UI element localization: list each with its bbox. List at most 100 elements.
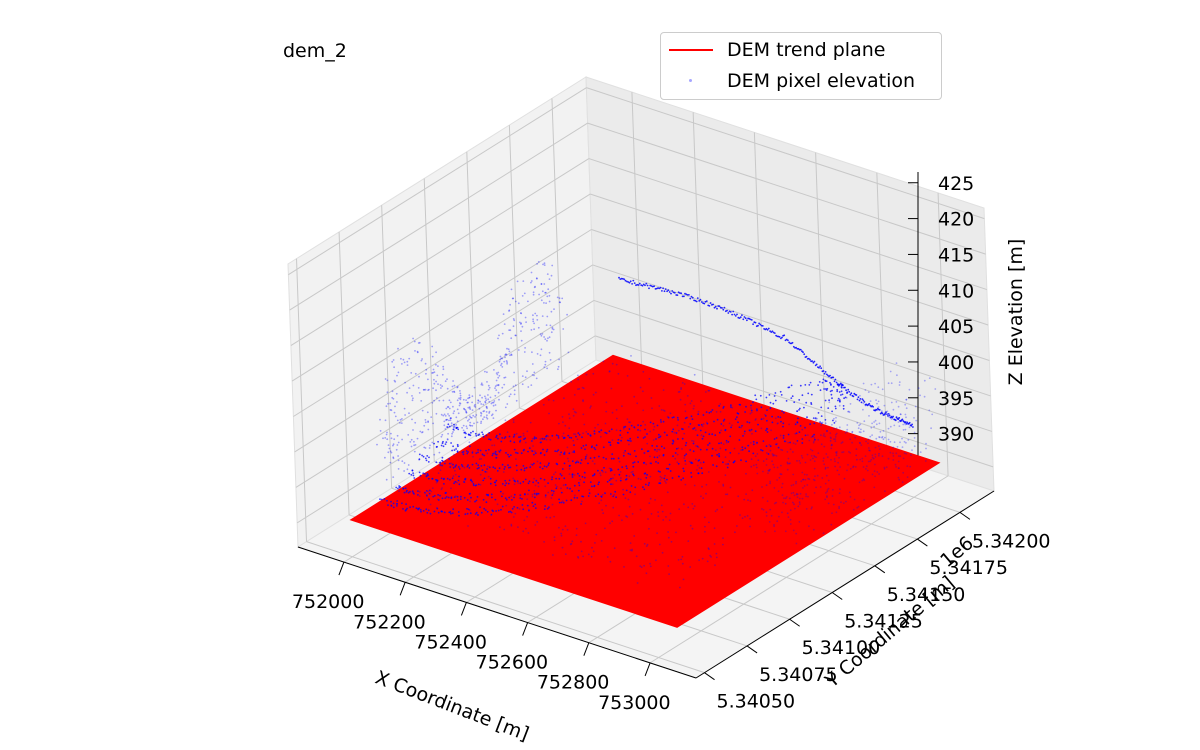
dem-ridge-point <box>580 447 583 449</box>
dem-wall-point <box>463 407 465 410</box>
dem-right-point <box>822 434 825 437</box>
dem-interior-point <box>604 422 607 425</box>
dem-ridge-point <box>508 496 511 499</box>
dem-ridge-point <box>769 401 772 404</box>
dem-rim-point <box>698 300 701 302</box>
dem-ridge-point <box>779 390 782 393</box>
dem-interior-point <box>762 417 765 420</box>
dem-ridge-point <box>500 508 502 511</box>
dem-ridge-point <box>756 409 758 412</box>
dem-wall-point <box>512 297 515 300</box>
dem-interior-point <box>618 460 621 463</box>
dem-interior-point <box>678 508 681 511</box>
dem-interior-point <box>599 435 602 438</box>
dem-ridge-point <box>513 496 515 499</box>
dem-interior-point <box>611 483 614 486</box>
dem-interior-point <box>707 547 710 550</box>
dem-ridge-point <box>475 484 478 486</box>
dem-interior-point <box>513 483 516 486</box>
dem-ridge-point <box>783 411 785 414</box>
dem-interior-point <box>662 519 665 521</box>
dem-right-point <box>806 474 808 476</box>
dem-wall-point <box>389 402 391 405</box>
grid-y-wall <box>508 125 520 409</box>
dem-ridge-point <box>655 461 657 463</box>
dem-right-point <box>776 479 778 481</box>
dem-wall-point <box>549 324 552 327</box>
dem-interior-point <box>536 521 539 523</box>
dem-right-point <box>876 471 879 473</box>
legend-label-pixel-elevation: DEM pixel elevation <box>727 70 916 92</box>
dem-wall-point <box>399 422 401 424</box>
dem-wall-point <box>485 416 488 419</box>
dem-interior-point <box>691 503 694 505</box>
dem-interior-point <box>664 474 666 477</box>
dem-right-point <box>810 507 813 510</box>
dem-interior-point <box>643 564 645 567</box>
dem-interior-point <box>700 400 702 403</box>
dem-wall-point <box>513 389 516 392</box>
dem-wall-point <box>445 418 448 421</box>
dem-interior-point <box>477 514 479 517</box>
dem-ridge-point <box>663 431 666 434</box>
dem-wall-point <box>456 386 459 388</box>
dem-rim-point <box>709 302 712 304</box>
dem-right-point <box>848 411 851 414</box>
dem-rim-point <box>681 295 684 298</box>
dem-ridge-point <box>501 463 504 466</box>
dem-right-point <box>821 477 824 479</box>
dem-right-point <box>789 462 791 465</box>
dem-ridge-point <box>559 473 562 475</box>
dem-wall-point <box>558 297 561 300</box>
dem-wall-point <box>453 410 456 413</box>
dem-ridge-point <box>467 464 469 466</box>
dem-ridge-point <box>466 452 469 455</box>
dem-interior-point <box>667 536 670 539</box>
dem-right-point <box>875 437 878 440</box>
dem-ridge-point <box>752 401 754 403</box>
dem-interior-point <box>621 405 623 408</box>
dem-rim-point <box>839 382 842 385</box>
dem-right-point <box>883 404 886 407</box>
dem-interior-point <box>691 439 693 442</box>
dem-right-point <box>917 387 920 389</box>
dem-interior-point <box>493 444 496 447</box>
dem-ridge-point <box>663 477 666 480</box>
dem-interior-point <box>427 490 430 493</box>
dem-wall-point <box>480 382 483 385</box>
dem-wall-point <box>480 420 483 423</box>
dem-wall-point <box>536 277 538 280</box>
dem-wall-point <box>387 402 389 405</box>
dem-rim-point <box>676 294 679 296</box>
dem-ridge-point <box>486 510 489 513</box>
dem-interior-point <box>431 487 434 489</box>
dem-ridge-point <box>797 417 799 420</box>
dem-ridge-point <box>436 445 438 448</box>
dem-rim-point <box>686 294 689 296</box>
dem-interior-point <box>705 492 707 495</box>
dem-rim-point <box>623 278 626 281</box>
dem-ridge-point <box>550 489 553 492</box>
dem-right-point <box>842 451 845 453</box>
dem-right-point <box>824 422 827 425</box>
dem-interior-point <box>766 428 769 430</box>
dem-ridge-point <box>452 428 455 431</box>
dem-wall-point <box>470 416 473 419</box>
dem-ridge-point <box>766 431 769 433</box>
dem-wall-point <box>546 273 549 275</box>
dem-ridge-point <box>402 487 405 490</box>
dem-ridge-point <box>467 508 470 511</box>
dem-wall-point <box>435 351 437 354</box>
dem-interior-point <box>526 430 529 433</box>
dem-wall-point <box>392 359 395 361</box>
dem-wall-point <box>396 374 398 377</box>
dem-interior-point <box>824 466 827 469</box>
dem-ridge-point <box>589 457 592 459</box>
dem-ridge-point <box>752 443 755 446</box>
dem-rim-point <box>898 417 900 419</box>
dem-right-point <box>898 425 901 427</box>
dem-interior-point <box>687 506 690 509</box>
dem-ridge-point <box>700 467 703 470</box>
dem-ridge-point <box>469 512 472 515</box>
dem-interior-point <box>684 403 687 406</box>
